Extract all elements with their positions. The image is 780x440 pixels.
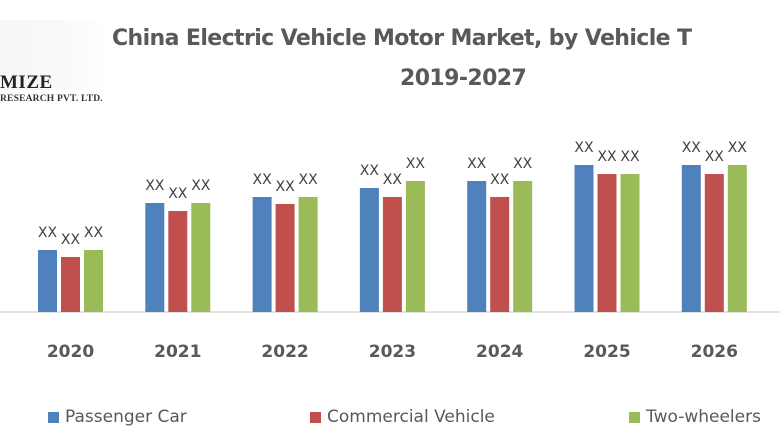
x-tick-labels-layer: 2020 2021 2022 2023 2024 2025 2026 bbox=[47, 342, 738, 362]
bar-commercial-vehicle-2026 bbox=[704, 174, 724, 312]
data-label-commercial-vehicle-2024: XX bbox=[490, 172, 510, 188]
data-label-passenger-car-2024: XX bbox=[467, 156, 487, 172]
data-label-two-wheelers-2024: XX bbox=[513, 156, 533, 172]
legend-label: Passenger Car bbox=[65, 407, 187, 427]
data-label-passenger-car-2021: XX bbox=[145, 178, 165, 194]
brand-logo-name: MIZE bbox=[0, 72, 53, 93]
x-tick-label-2026: 2026 bbox=[691, 342, 738, 362]
bar-passenger-car-2025 bbox=[574, 165, 594, 312]
x-tick-label-2021: 2021 bbox=[154, 342, 201, 362]
legend-swatch bbox=[48, 411, 59, 423]
bar-commercial-vehicle-2025 bbox=[597, 174, 617, 312]
data-label-commercial-vehicle-2021: XX bbox=[168, 186, 188, 202]
x-tick-label-2023: 2023 bbox=[369, 342, 416, 362]
bar-passenger-car-2021 bbox=[145, 203, 165, 312]
data-label-commercial-vehicle-2020: XX bbox=[61, 232, 81, 248]
bar-commercial-vehicle-2022 bbox=[275, 204, 295, 312]
x-tick-label-2025: 2025 bbox=[583, 342, 630, 362]
data-label-two-wheelers-2021: XX bbox=[191, 178, 211, 194]
bar-passenger-car-2023 bbox=[359, 188, 379, 312]
bar-two-wheelers-2023 bbox=[405, 181, 425, 312]
bar-two-wheelers-2025 bbox=[620, 174, 640, 312]
watermark-logo-background bbox=[0, 20, 110, 90]
data-label-two-wheelers-2022: XX bbox=[299, 172, 319, 188]
bar-two-wheelers-2021 bbox=[191, 203, 211, 312]
data-label-passenger-car-2020: XX bbox=[38, 225, 58, 241]
bar-commercial-vehicle-2020 bbox=[61, 257, 80, 312]
data-label-commercial-vehicle-2023: XX bbox=[383, 172, 403, 188]
data-label-commercial-vehicle-2025: XX bbox=[597, 149, 617, 165]
data-label-two-wheelers-2025: XX bbox=[620, 149, 640, 165]
bar-two-wheelers-2020 bbox=[84, 250, 103, 312]
chart-subtitle: 2019-2027 bbox=[400, 66, 527, 91]
legend-label: Two-wheelers bbox=[646, 407, 761, 427]
bars-layer bbox=[38, 165, 747, 312]
data-label-passenger-car-2025: XX bbox=[574, 140, 594, 156]
bar-two-wheelers-2024 bbox=[513, 181, 533, 312]
chart-title: China Electric Vehicle Motor Market, by … bbox=[112, 26, 692, 51]
bar-passenger-car-2022 bbox=[252, 197, 272, 312]
legend-item-passenger-car: Passenger Car bbox=[48, 407, 187, 427]
bar-commercial-vehicle-2023 bbox=[382, 197, 402, 312]
legend-item-commercial-vehicle: Commercial Vehicle bbox=[310, 407, 495, 427]
bar-two-wheelers-2022 bbox=[298, 197, 318, 312]
bar-passenger-car-2026 bbox=[681, 165, 701, 312]
legend-swatch bbox=[310, 411, 321, 423]
data-label-commercial-vehicle-2022: XX bbox=[276, 179, 296, 195]
data-label-two-wheelers-2026: XX bbox=[728, 140, 748, 156]
bar-commercial-vehicle-2024 bbox=[490, 197, 510, 312]
bar-commercial-vehicle-2021 bbox=[168, 211, 188, 312]
data-label-passenger-car-2023: XX bbox=[360, 163, 380, 179]
legend-label: Commercial Vehicle bbox=[327, 407, 495, 427]
data-label-passenger-car-2026: XX bbox=[682, 140, 702, 156]
data-label-passenger-car-2022: XX bbox=[253, 172, 273, 188]
data-label-two-wheelers-2023: XX bbox=[406, 156, 426, 172]
legend-swatch bbox=[629, 411, 640, 423]
data-label-commercial-vehicle-2026: XX bbox=[705, 149, 725, 165]
legend-item-two-wheelers: Two-wheelers bbox=[629, 407, 761, 427]
x-tick-label-2024: 2024 bbox=[476, 342, 523, 362]
x-tick-label-2020: 2020 bbox=[47, 342, 94, 362]
brand-logo-tagline: RESEARCH PVT. LTD. bbox=[0, 94, 103, 104]
x-tick-label-2022: 2022 bbox=[261, 342, 308, 362]
bar-passenger-car-2024 bbox=[467, 181, 487, 312]
data-label-two-wheelers-2020: XX bbox=[84, 225, 104, 241]
bar-two-wheelers-2026 bbox=[727, 165, 747, 312]
bar-passenger-car-2020 bbox=[38, 250, 57, 312]
